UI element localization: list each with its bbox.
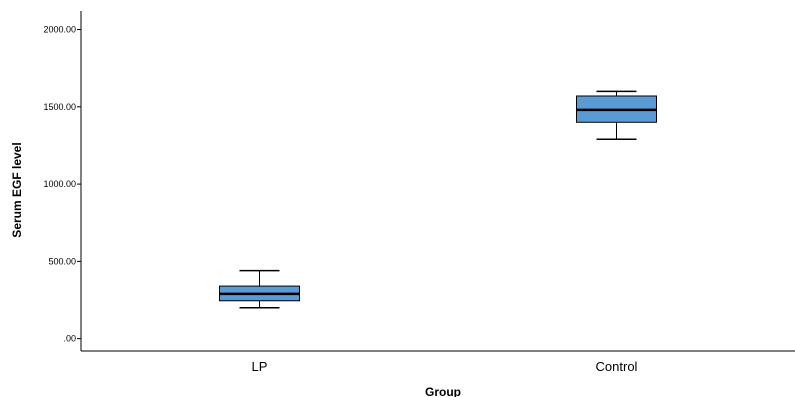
box-control — [576, 90, 657, 141]
y-tick-label: 500.00 — [48, 256, 76, 266]
x-axis-title: Group — [425, 385, 461, 397]
y-tick-label: .00 — [63, 334, 76, 344]
y-tick-label: 1000.00 — [43, 179, 76, 189]
boxes — [219, 90, 657, 309]
y-tick-label: 1500.00 — [43, 102, 76, 112]
x-tick-label: Control — [596, 359, 638, 374]
axes — [80, 11, 795, 352]
y-tick-label: 2000.00 — [43, 25, 76, 35]
y-axis-title: Serum EGF level — [10, 142, 24, 237]
x-tick-labels: LP Control — [252, 359, 638, 374]
x-tick-label: LP — [252, 359, 268, 374]
y-ticks: .00 500.00 1000.00 1500.00 2000.00 — [43, 25, 81, 344]
box-lp — [219, 269, 300, 309]
